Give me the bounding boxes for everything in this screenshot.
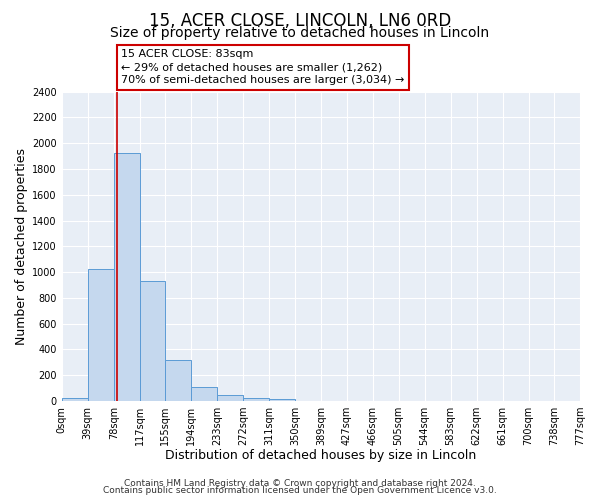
X-axis label: Distribution of detached houses by size in Lincoln: Distribution of detached houses by size … — [165, 450, 476, 462]
Text: 15 ACER CLOSE: 83sqm
← 29% of detached houses are smaller (1,262)
70% of semi-de: 15 ACER CLOSE: 83sqm ← 29% of detached h… — [121, 49, 405, 86]
Bar — [140, 281, 165, 401]
Bar — [165, 360, 191, 401]
Text: 15, ACER CLOSE, LINCOLN, LN6 0RD: 15, ACER CLOSE, LINCOLN, LN6 0RD — [149, 12, 451, 30]
Bar — [217, 394, 243, 401]
Bar — [114, 154, 140, 401]
Text: Size of property relative to detached houses in Lincoln: Size of property relative to detached ho… — [110, 26, 490, 40]
Text: Contains public sector information licensed under the Open Government Licence v3: Contains public sector information licen… — [103, 486, 497, 495]
Bar — [88, 270, 114, 401]
Y-axis label: Number of detached properties: Number of detached properties — [15, 148, 28, 345]
Bar — [62, 398, 88, 401]
Text: Contains HM Land Registry data © Crown copyright and database right 2024.: Contains HM Land Registry data © Crown c… — [124, 478, 476, 488]
Bar — [269, 399, 295, 401]
Bar — [243, 398, 269, 401]
Bar — [191, 387, 217, 401]
